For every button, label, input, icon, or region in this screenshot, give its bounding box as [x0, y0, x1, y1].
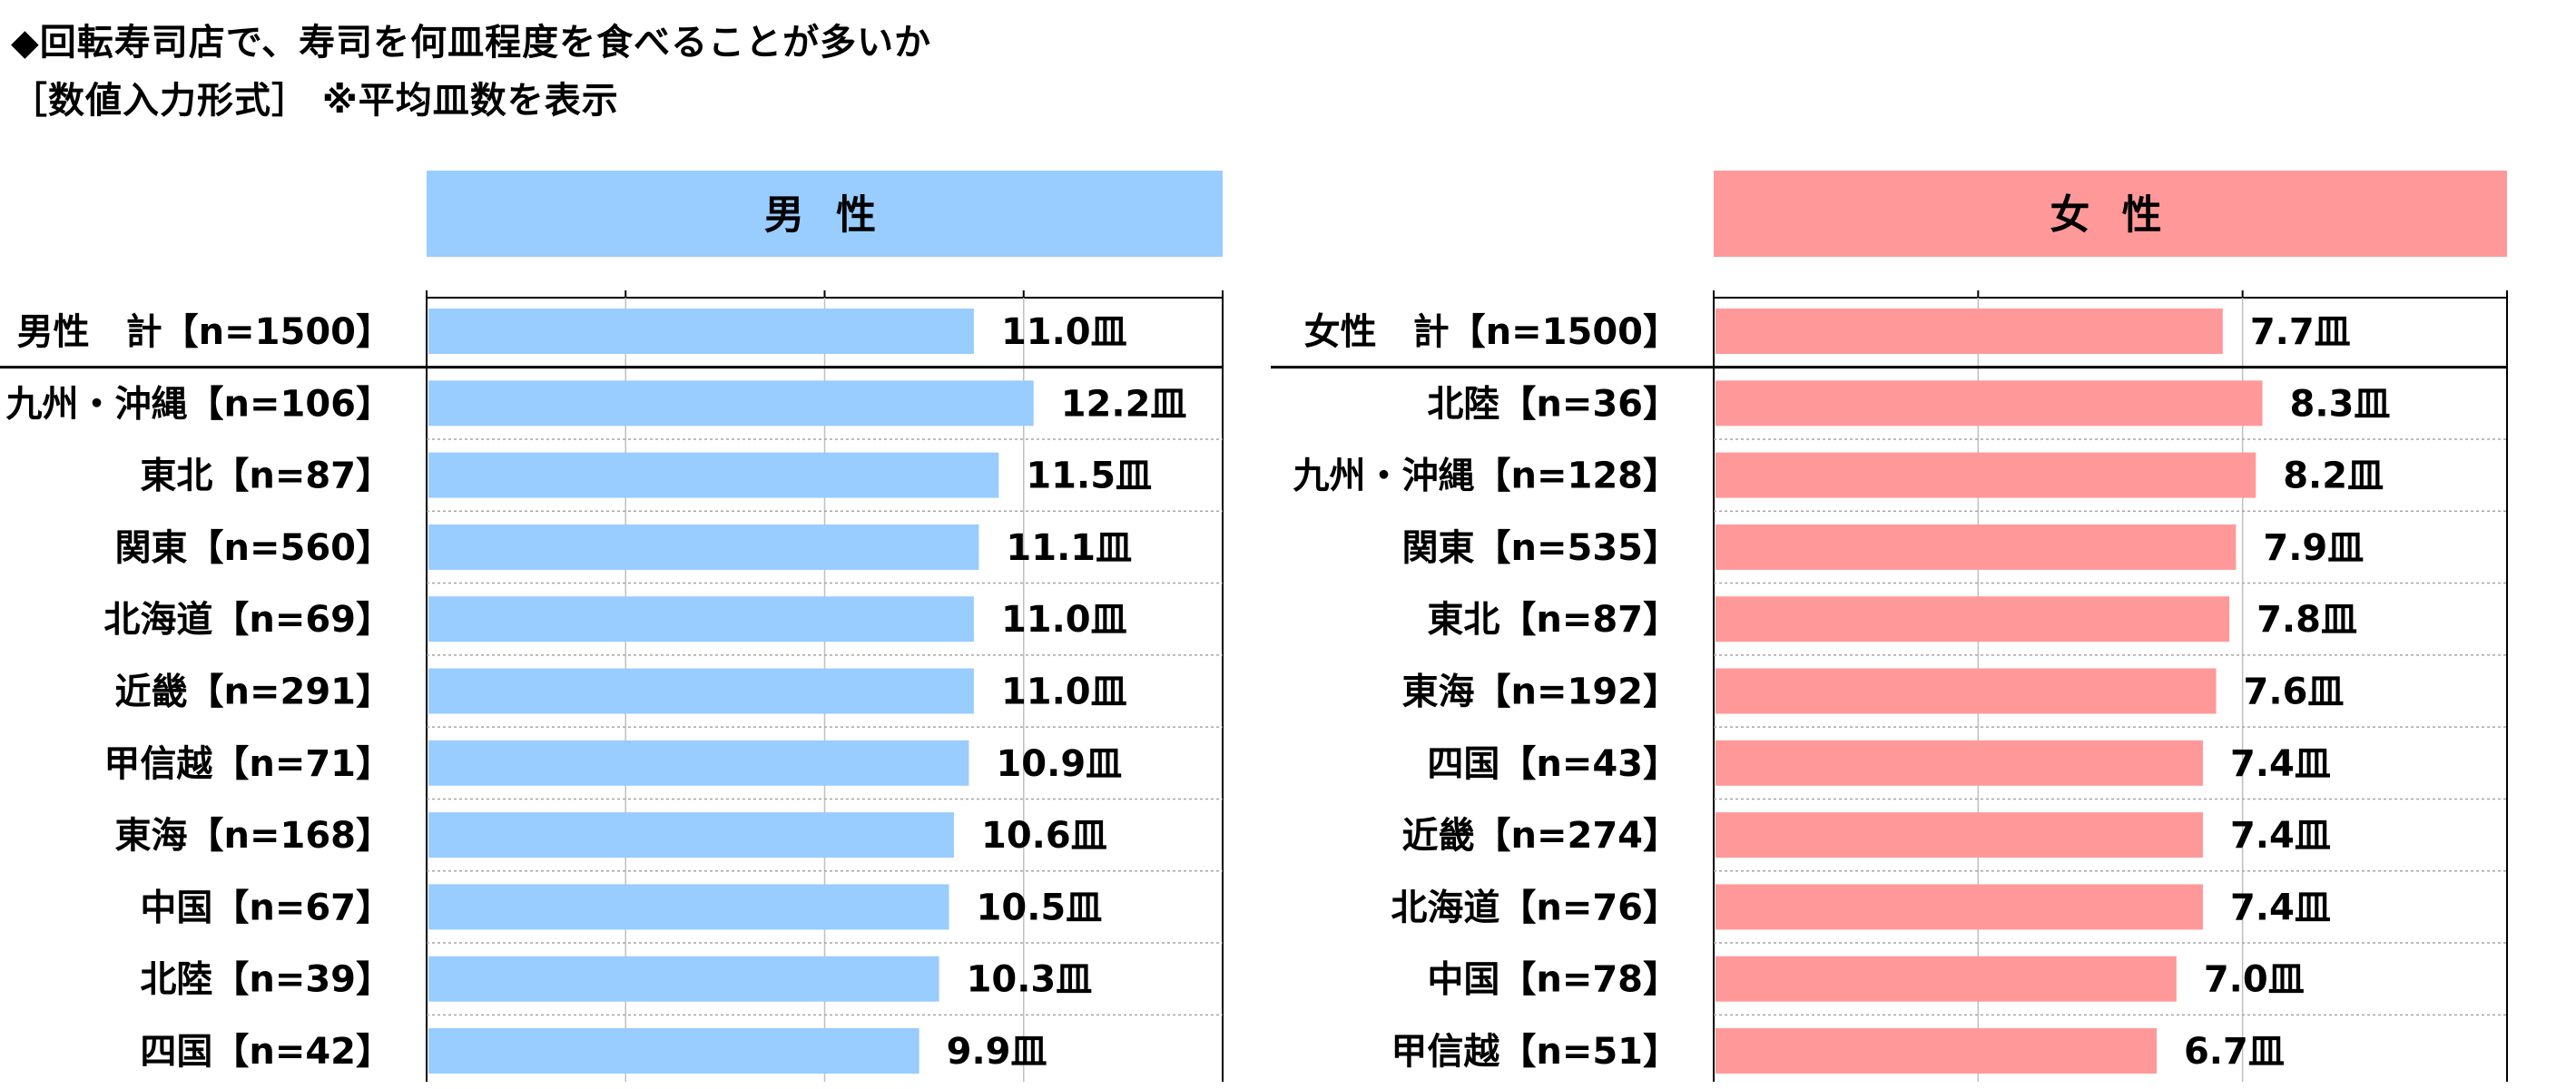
header-band	[1714, 171, 2507, 257]
data-label: 6.7皿	[2184, 1031, 2285, 1073]
male-chart-panel: 男 性男性 計【n=1500】 11.0皿 九州・沖縄【n=106】 12.2皿 東北【…	[0, 0, 1271, 1089]
data-label: 11.0皿	[1001, 599, 1127, 641]
bar	[428, 740, 969, 786]
bar	[428, 596, 974, 643]
bar	[1716, 884, 2203, 930]
category-label: 四国【n=42】	[140, 1031, 392, 1073]
category-label: 関東【n=535】	[1402, 527, 1680, 569]
bar	[428, 668, 974, 714]
bar	[1716, 668, 2217, 714]
data-label: 11.0皿	[1001, 311, 1127, 353]
category-label: 北海道【n=76】	[1391, 887, 1679, 928]
bar	[1716, 812, 2203, 858]
data-label: 10.9皿	[996, 743, 1122, 785]
category-label: 甲信越【n=51】	[1391, 1031, 1679, 1073]
data-label: 8.2皿	[2283, 456, 2384, 497]
category-label: 東北【n=87】	[140, 456, 392, 497]
category-label: 北海道【n=69】	[103, 599, 392, 641]
data-label: 7.7皿	[2250, 311, 2351, 353]
bar	[428, 812, 955, 858]
data-label: 7.8皿	[2256, 599, 2357, 641]
category-label: 東海【n=192】	[1402, 672, 1680, 713]
data-label: 7.4皿	[2230, 887, 2331, 928]
data-label: 9.9皿	[947, 1031, 1047, 1073]
category-label: 男性 計【n=1500】	[17, 311, 392, 353]
bar	[1716, 596, 2230, 643]
data-label: 10.5皿	[977, 887, 1103, 928]
bar	[1716, 1028, 2157, 1074]
bar	[1716, 380, 2263, 427]
bar	[1716, 740, 2203, 786]
category-label: 東北【n=87】	[1427, 599, 1679, 641]
header-label: 男 性	[764, 192, 885, 239]
data-label: 7.4皿	[2230, 815, 2331, 857]
data-label: 7.6皿	[2244, 672, 2345, 713]
bar	[428, 956, 939, 1002]
category-label: 四国【n=43】	[1427, 743, 1679, 785]
bar	[1716, 524, 2237, 570]
bar	[428, 452, 999, 498]
bar	[428, 884, 949, 930]
data-label: 7.0皿	[2204, 959, 2305, 1001]
category-label: 九州・沖縄【n=106】	[6, 383, 393, 425]
data-label: 11.1皿	[1006, 527, 1132, 569]
bar	[428, 1028, 919, 1074]
chart-title: ◆回転寿司店で、寿司を何皿程度を食べることが多いか	[11, 22, 932, 64]
header-band	[427, 171, 1223, 257]
data-label: 7.9皿	[2263, 527, 2364, 569]
female-chart-panel: 女 性女性 計【n=1500】 7.7皿北陸【n=36】 8.3皿九州・沖縄【n=1…	[1271, 0, 2576, 1089]
bar	[1716, 309, 2223, 354]
header-label: 女 性	[2050, 192, 2170, 239]
bar	[428, 524, 979, 570]
category-label: 関東【n=560】	[115, 527, 393, 569]
category-label: 北陸【n=36】	[1427, 383, 1679, 425]
data-label: 10.6皿	[981, 815, 1107, 857]
bar	[1716, 956, 2177, 1002]
chart-subtitle: ［数値入力形式］ ※平均皿数を表示	[11, 80, 619, 122]
bar	[428, 380, 1034, 427]
category-label: 東海【n=168】	[115, 815, 393, 857]
category-label: 北陸【n=39】	[140, 959, 392, 1001]
bar	[428, 309, 974, 354]
category-label: 女性 計【n=1500】	[1304, 311, 1679, 353]
data-label: 10.3皿	[967, 959, 1093, 1001]
category-label: 中国【n=67】	[140, 887, 392, 928]
category-label: 九州・沖縄【n=128】	[1293, 456, 1680, 497]
category-label: 近畿【n=291】	[115, 672, 393, 713]
data-label: 8.3皿	[2290, 383, 2391, 425]
category-label: 中国【n=78】	[1427, 959, 1679, 1001]
data-label: 12.2皿	[1061, 383, 1187, 425]
category-label: 近畿【n=274】	[1402, 815, 1680, 857]
category-label: 甲信越【n=71】	[103, 743, 392, 785]
data-label: 11.5皿	[1026, 456, 1152, 497]
data-label: 7.4皿	[2230, 743, 2331, 785]
data-label: 11.0皿	[1001, 672, 1127, 713]
bar	[1716, 452, 2256, 498]
